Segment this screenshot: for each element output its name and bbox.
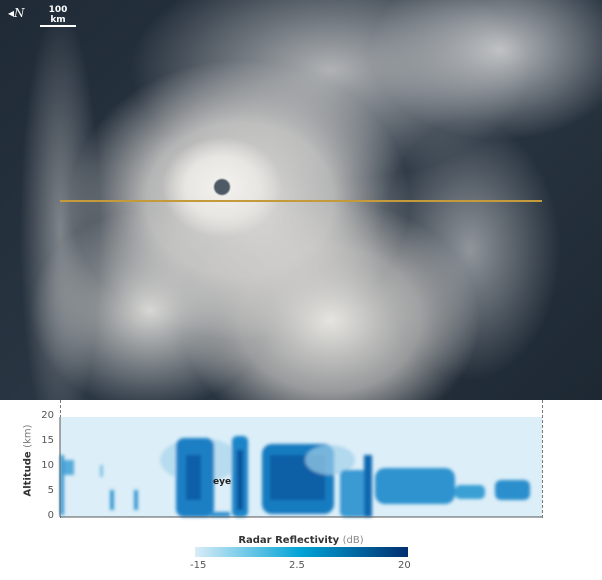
y-tick: 10 bbox=[41, 460, 54, 471]
radar-profile-plot bbox=[59, 417, 542, 518]
y-label-text: Altitude bbox=[22, 451, 34, 497]
colorbar-unit: (dB) bbox=[342, 535, 364, 546]
colorbar-title-text: Radar Reflectivity bbox=[238, 535, 340, 546]
north-arrow-icon: ◂N bbox=[8, 6, 25, 20]
north-label: N bbox=[14, 6, 25, 20]
y-tick: 0 bbox=[47, 510, 54, 521]
colorbar-title: Radar Reflectivity (dB) bbox=[0, 535, 602, 546]
y-tick: 15 bbox=[41, 435, 54, 446]
hurricane-satellite-image: ◂N 100 km bbox=[0, 0, 602, 400]
colorbar-tick: -15 bbox=[190, 560, 207, 571]
reflectivity-field bbox=[60, 436, 530, 517]
colorbar bbox=[195, 547, 408, 557]
y-tick: 20 bbox=[41, 410, 54, 421]
colorbar-tick: 2.5 bbox=[289, 560, 305, 571]
y-axis-label: Altitude (km) bbox=[23, 421, 34, 501]
radar-track-line bbox=[60, 200, 542, 202]
scale-bar: 100 km bbox=[40, 5, 76, 27]
colorbar-tick: 20 bbox=[398, 560, 411, 571]
track-end-guide bbox=[542, 400, 543, 518]
eye-annotation: eye bbox=[213, 477, 232, 487]
y-label-unit: (km) bbox=[22, 424, 34, 448]
y-tick: 5 bbox=[47, 485, 54, 496]
